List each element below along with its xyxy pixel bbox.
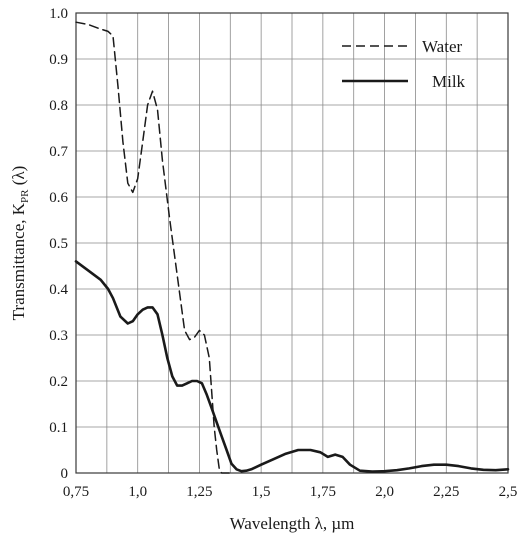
legend: Water Milk bbox=[342, 37, 466, 91]
y-tick-label: 0.5 bbox=[49, 236, 68, 252]
y-tick-label: 0.9 bbox=[49, 52, 68, 68]
y-tick-label: 0.6 bbox=[49, 190, 68, 206]
x-tick-label: 2,5 bbox=[499, 484, 518, 500]
x-tick-label: 1,25 bbox=[186, 484, 212, 500]
x-tick-label: 2,25 bbox=[433, 484, 459, 500]
y-tick-label: 0.8 bbox=[49, 98, 68, 114]
x-tick-label: 0,75 bbox=[63, 484, 89, 500]
x-tick-label: 2,0 bbox=[375, 484, 394, 500]
series-line-milk bbox=[74, 260, 510, 473]
x-axis-label: Wavelength λ, µm bbox=[230, 514, 355, 533]
x-tick-label: 1,0 bbox=[128, 484, 147, 500]
y-tick-label: 0.4 bbox=[49, 282, 68, 298]
plot-border bbox=[75, 12, 509, 474]
x-tick-labels: 0,75 1,0 1,25 1,5 1,75 2,0 2,25 2,5 bbox=[63, 484, 518, 500]
grid bbox=[76, 13, 508, 473]
x-tick-label: 1,5 bbox=[252, 484, 271, 500]
y-tick-label: 0.2 bbox=[49, 374, 68, 390]
legend-label-water: Water bbox=[422, 37, 462, 56]
y-axis-label-subscript: PR bbox=[19, 189, 31, 203]
y-tick-label: 0.3 bbox=[49, 328, 68, 344]
series-group bbox=[74, 21, 510, 474]
y-axis-label-main: Transmittance, K bbox=[9, 202, 28, 320]
legend-label-milk: Milk bbox=[432, 72, 466, 91]
y-tick-label: 0.1 bbox=[49, 420, 68, 436]
y-tick-label: 0.7 bbox=[49, 144, 68, 160]
plot-frame bbox=[75, 12, 509, 474]
y-tick-label: 0 bbox=[61, 466, 69, 482]
y-axis-label-suffix: (λ) bbox=[9, 166, 28, 190]
series-line-water bbox=[75, 21, 230, 474]
y-axis-label: Transmittance, KPR (λ) bbox=[9, 166, 31, 321]
y-tick-labels: 0 0.1 0.2 0.3 0.4 0.5 0.6 0.7 0.8 0.9 1.0 bbox=[49, 6, 68, 482]
x-tick-label: 1,75 bbox=[310, 484, 336, 500]
y-tick-label: 1.0 bbox=[49, 6, 68, 22]
